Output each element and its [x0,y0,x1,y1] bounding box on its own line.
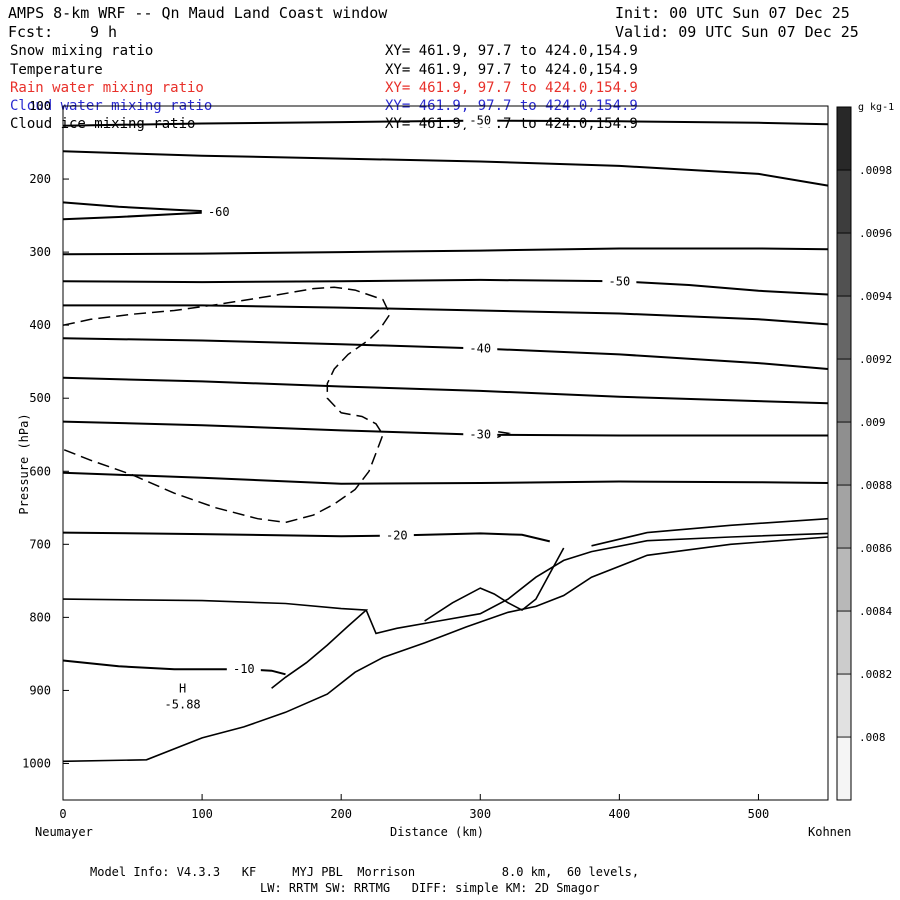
isotherm-label-bg [201,203,236,219]
colorbar-label: .0084 [859,605,892,618]
isotherm-line [62,150,829,187]
x-start-label: Neumayer [35,825,93,839]
isotherm-label: -20 [386,529,408,543]
isotherm-label: -50 [609,274,631,288]
variable-snow-name: Snow mixing ratio [10,43,154,59]
isotherm-line [62,278,829,296]
colorbar-bin [836,610,852,675]
y-tick-label: 1000 [22,756,51,770]
colorbar-bin [836,358,852,423]
isotherm-label: -30 [469,428,491,442]
x-end-label: Kohnen [808,825,852,839]
colorbar-bin [836,421,852,486]
colorbar-bin [836,169,852,234]
colorbar-bin [836,736,852,801]
colorbar-label: .0088 [859,479,892,492]
plot-frame [62,105,829,801]
variable-temperature-name: Temperature [10,62,103,78]
terrain-line [62,598,369,689]
colorbar-bin [836,547,852,612]
colorbar-bin [836,232,852,297]
x-tick-label: 500 [748,807,770,821]
y-tick-label: 300 [29,245,51,259]
colorbar-bin [836,295,852,360]
terrain-line [365,532,829,635]
isotherm-line [62,376,829,405]
colorbar-label: .0098 [859,164,892,177]
isotherm-line [62,659,286,676]
colorbar-label: .009 [859,416,886,429]
variable-rain-xy: XY= 461.9, 97.7 to 424.0,154.9 [385,80,638,96]
y-tick-label: 200 [29,172,51,186]
colorbar-label: .0082 [859,668,892,681]
y-tick-label: 800 [29,610,51,624]
isotherm-label-bg [463,426,498,442]
y-tick-label: 100 [29,99,51,113]
colorbar-frame [836,106,852,801]
colorbar-label: .0094 [859,290,892,303]
colorbar-bin [836,484,852,549]
isotherm-label-bg [379,527,414,543]
terrain-line [424,547,565,622]
colorbar-label: .0092 [859,353,892,366]
x-tick-label: 0 [59,807,66,821]
colorbar-bin [836,106,852,171]
isotherm-label-bg [463,112,498,128]
variable-rain-name: Rain water mixing ratio [10,80,204,96]
isotherm-label-bg [602,273,637,289]
x-tick-label: 200 [330,807,352,821]
colorbar-label: .0086 [859,542,892,555]
isotherm-label: -40 [469,342,491,356]
colorbar-label: .0096 [859,227,892,240]
y-tick-label: 700 [29,537,51,551]
isotherm-label-bg [463,340,498,356]
x-tick-label: 300 [469,807,491,821]
variable-snow-xy: XY= 461.9, 97.7 to 424.0,154.9 [385,43,638,59]
y-tick-label: 400 [29,318,51,332]
terrain-line [591,517,829,547]
colorbar-unit: g kg-1 [858,102,895,113]
forecast-hours: 9 h [90,23,118,41]
forecast-label: Fcst: [8,23,54,41]
colorbar-bin [836,673,852,738]
x-axis-label: Distance (km) [390,825,484,839]
valid-time: Valid: 09 UTC Sun 07 Dec 25 [615,23,859,41]
isotherm-label: -50 [469,114,491,128]
isotherm-label-bg [226,661,261,677]
x-tick-label: 100 [191,807,213,821]
y-tick-label: 600 [29,464,51,478]
x-tick-label: 400 [609,807,631,821]
terrain-line [62,536,829,763]
max-marker-value: -5.88 [165,697,201,711]
variable-temperature-xy: XY= 461.9, 97.7 to 424.0,154.9 [385,62,638,78]
init-time: Init: 00 UTC Sun 07 Dec 25 [615,4,850,22]
isotherm-label: -10 [233,662,255,676]
isotherm-line [63,304,829,326]
isotherm-line [62,247,829,256]
model-info: Model Info: V4.3.3 KF MYJ PBL Morrison 8… [90,865,640,879]
max-marker-h: H [179,681,186,695]
colorbar-label: .008 [859,731,886,744]
chart-title: AMPS 8-km WRF -- Qn Maud Land Coast wind… [8,4,388,22]
y-tick-label: 500 [29,391,51,405]
y-tick-label: 900 [29,683,51,697]
model-physics: LW: RRTM SW: RRTMG DIFF: simple KM: 2D S… [260,881,600,895]
cloud-ice-contour [62,286,391,524]
isotherm-label: -60 [208,205,230,219]
isotherm-line [62,471,829,485]
